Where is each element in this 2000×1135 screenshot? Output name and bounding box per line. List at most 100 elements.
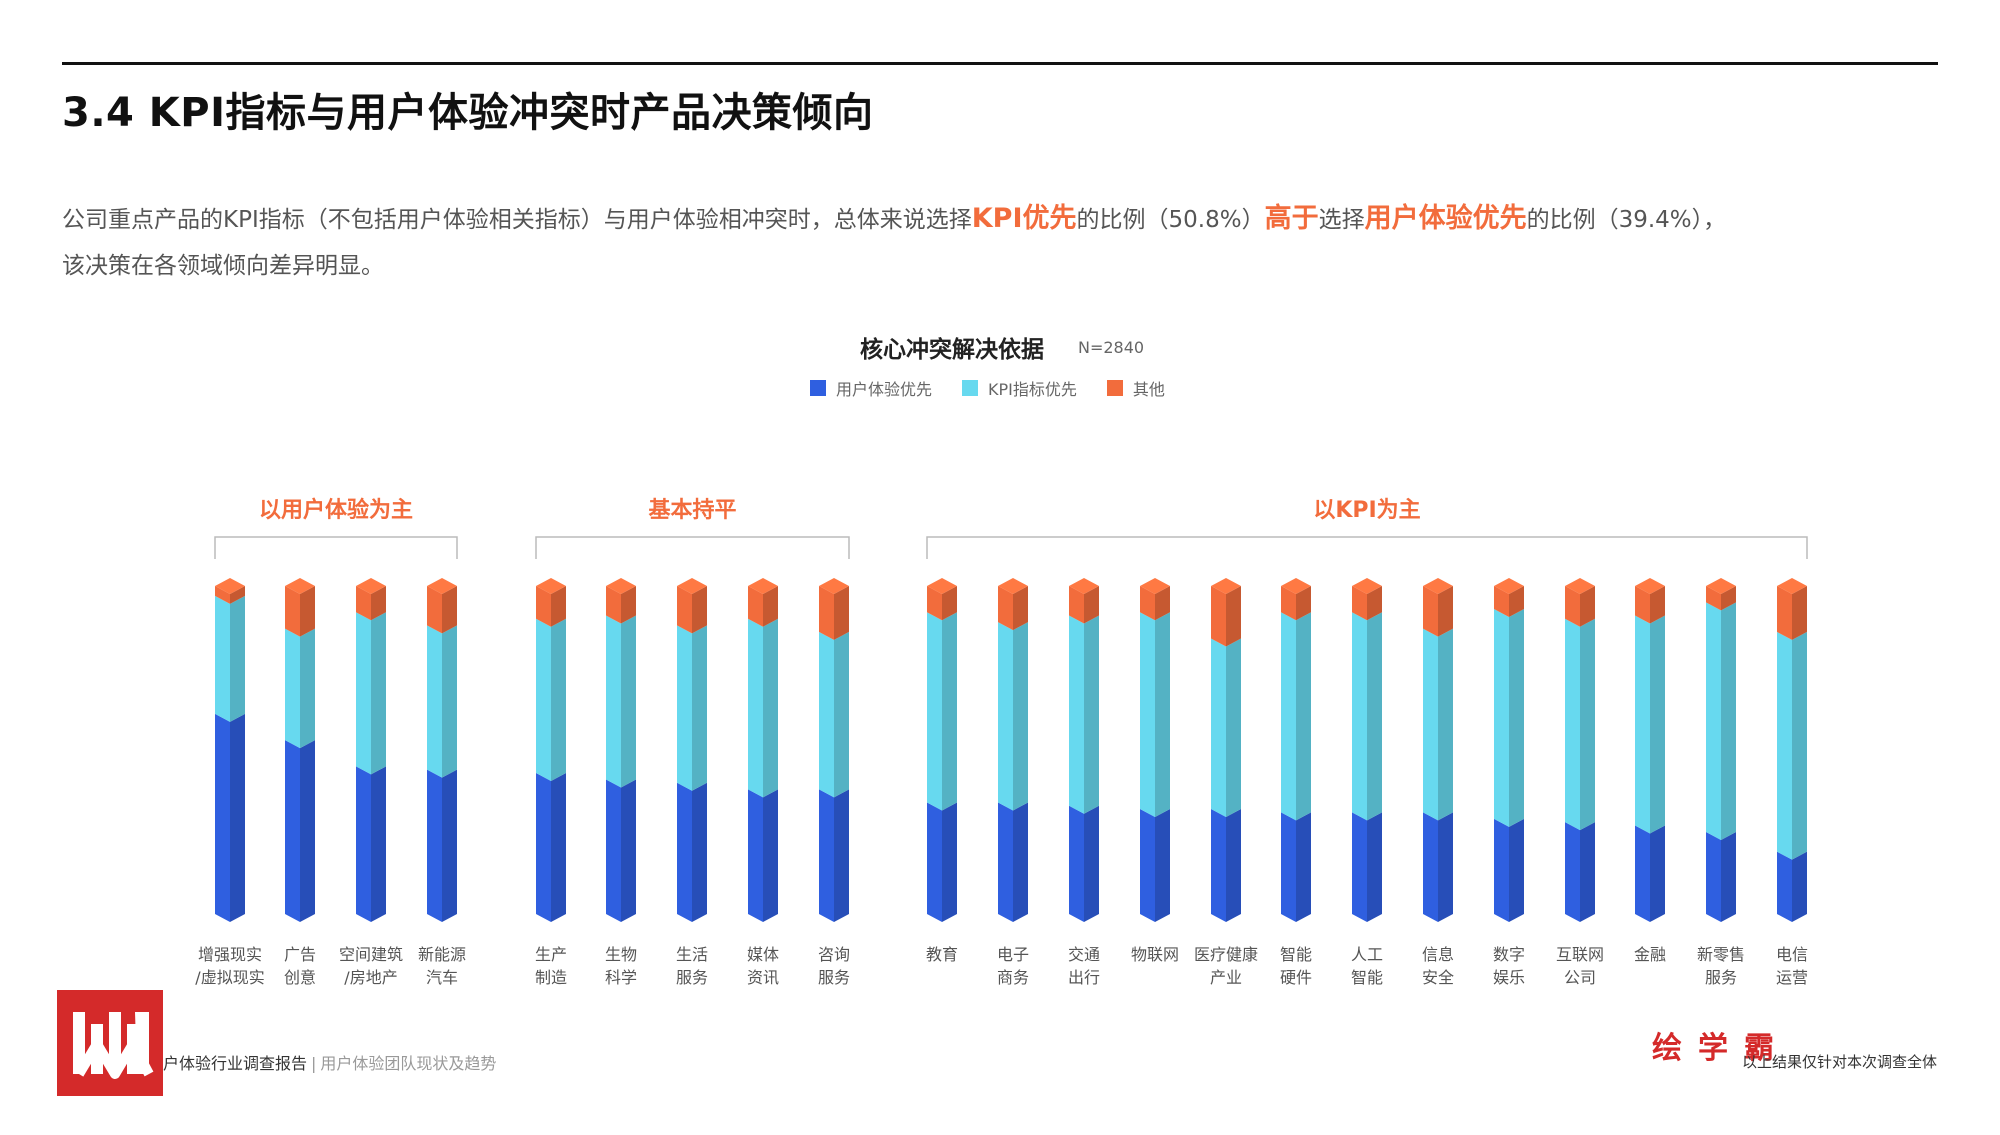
bar-15-top-cap bbox=[1352, 578, 1382, 594]
bar-16-kpi-left bbox=[1423, 628, 1438, 821]
x-tick-label-14-1: 硬件 bbox=[1280, 968, 1312, 987]
bar-14-kpi-right bbox=[1296, 612, 1311, 821]
bar-11-other-right bbox=[1084, 586, 1099, 624]
bar-5-top-cap bbox=[606, 578, 636, 594]
bar-0-other-left bbox=[215, 586, 230, 604]
bar-14-ux-left bbox=[1281, 812, 1296, 922]
bar-12-ux-left bbox=[1140, 809, 1155, 922]
logo-w-icon bbox=[73, 1012, 154, 1079]
bar-11-kpi-right bbox=[1084, 615, 1099, 814]
bar-7-top-cap bbox=[748, 578, 778, 594]
bar-11-top-cap bbox=[1069, 578, 1099, 594]
bar-0-ux-left bbox=[215, 713, 230, 922]
x-tick-label-10-1: 商务 bbox=[997, 968, 1029, 987]
bar-3-other-left bbox=[427, 586, 442, 634]
bar-9-ux-right bbox=[942, 802, 957, 922]
bar-21-ux-right bbox=[1792, 851, 1807, 922]
footer-note: 以上结果仅针对本次调查全体 bbox=[1741, 1053, 1937, 1071]
bar-5-kpi-right bbox=[621, 615, 636, 788]
bar-8-other-left bbox=[819, 586, 834, 640]
bar-7-other-left bbox=[748, 586, 763, 627]
bar-17-ux-right bbox=[1509, 818, 1524, 922]
x-tick-label-19-0: 金融 bbox=[1634, 945, 1666, 964]
x-tick-label-4-1: 制造 bbox=[535, 968, 567, 987]
bar-15-other-right bbox=[1367, 586, 1382, 621]
x-tick-label-21-0: 电信 bbox=[1776, 945, 1808, 964]
bar-6-ux-left bbox=[677, 782, 692, 922]
bar-5-kpi-left bbox=[606, 615, 621, 788]
bar-20-other-left bbox=[1706, 586, 1721, 611]
bar-15-kpi-left bbox=[1352, 612, 1367, 821]
bar-13-top-cap bbox=[1211, 578, 1241, 594]
bar-18-other-left bbox=[1565, 586, 1580, 627]
bar-17-kpi-right bbox=[1509, 608, 1524, 827]
legend-swatch-ux bbox=[810, 380, 826, 396]
brand-watermark: 绘学霸 bbox=[1652, 1031, 1790, 1066]
bar-19-ux-left bbox=[1635, 825, 1650, 922]
x-tick-label-18-1: 公司 bbox=[1564, 968, 1596, 987]
bar-15-other-left bbox=[1352, 586, 1367, 621]
bar-6-kpi-right bbox=[692, 625, 707, 791]
x-tick-label-8-1: 服务 bbox=[818, 968, 850, 987]
bar-8-kpi-left bbox=[819, 631, 834, 798]
legend-label-other: 其他 bbox=[1132, 380, 1165, 399]
group-label-2: 以KPI为主 bbox=[1313, 498, 1420, 523]
bar-0-other-right bbox=[230, 586, 245, 604]
bar-1-ux-left bbox=[285, 740, 300, 922]
bar-7-ux-left bbox=[748, 789, 763, 922]
bar-0-top-cap bbox=[215, 578, 245, 594]
x-tick-label-0-1: /虚拟现实 bbox=[195, 968, 264, 987]
footer-subtitle: 用户体验团队现状及趋势 bbox=[320, 1054, 497, 1073]
bar-19-other-right bbox=[1650, 586, 1665, 624]
bar-14-other-left bbox=[1281, 586, 1296, 621]
legend-item-ux: 用户体验优先 bbox=[810, 376, 932, 400]
bar-2-top-cap bbox=[356, 578, 386, 594]
footer-report-title: 户体验行业调查报告 bbox=[163, 1054, 308, 1073]
bar-10-kpi-right bbox=[1013, 622, 1028, 811]
legend-item-kpi: KPI指标优先 bbox=[962, 376, 1077, 400]
bar-10-top-cap bbox=[998, 578, 1028, 594]
bar-14-other-right bbox=[1296, 586, 1311, 621]
bar-11-ux-right bbox=[1084, 805, 1099, 922]
bar-12-kpi-right bbox=[1155, 612, 1170, 818]
intro-kpi-first: KPI优先 bbox=[971, 203, 1077, 234]
bar-18-kpi-left bbox=[1565, 618, 1580, 831]
x-tick-label-5-0: 生物 bbox=[605, 945, 637, 964]
x-tick-label-15-0: 人工 bbox=[1351, 945, 1383, 964]
top-rule bbox=[62, 62, 1938, 65]
bar-7-kpi-right bbox=[763, 618, 778, 798]
x-tick-label-13-0: 医疗健康 bbox=[1194, 945, 1258, 964]
intro-part4: 的比例（39.4%）， bbox=[1526, 207, 1727, 233]
bar-6-ux-right bbox=[692, 782, 707, 922]
footer-report: 户体验行业调查报告 | 用户体验团队现状及趋势 bbox=[163, 1050, 496, 1074]
bar-11-ux-left bbox=[1069, 805, 1084, 922]
x-tick-label-1-1: 创意 bbox=[284, 968, 316, 987]
bar-9-other-left bbox=[927, 586, 942, 621]
bar-14-top-cap bbox=[1281, 578, 1311, 594]
bar-9-kpi-left bbox=[927, 612, 942, 811]
bar-16-ux-left bbox=[1423, 812, 1438, 922]
x-tick-label-11-1: 出行 bbox=[1068, 968, 1100, 987]
bar-9-ux-left bbox=[927, 802, 942, 922]
bar-2-other-right bbox=[371, 586, 386, 621]
x-tick-label-6-0: 生活 bbox=[676, 945, 708, 964]
bar-6-other-right bbox=[692, 586, 707, 634]
intro-part2: 的比例（50.8%） bbox=[1076, 207, 1265, 233]
bar-21-ux-left bbox=[1777, 851, 1792, 922]
bar-9-top-cap bbox=[927, 578, 957, 594]
x-tick-label-18-0: 互联网 bbox=[1556, 945, 1604, 964]
x-tick-label-1-0: 广告 bbox=[284, 945, 316, 964]
bar-16-other-right bbox=[1438, 586, 1453, 637]
x-tick-label-21-1: 运营 bbox=[1776, 968, 1808, 987]
x-tick-label-0-0: 增强现实 bbox=[198, 945, 262, 964]
bar-17-other-right bbox=[1509, 586, 1524, 617]
intro-line2: 该决策在各领域倾向差异明显。 bbox=[62, 253, 384, 279]
chart-title: 核心冲突解决依据 bbox=[860, 337, 1044, 363]
bar-20-kpi-right bbox=[1721, 602, 1736, 840]
legend-swatch-kpi bbox=[962, 380, 979, 396]
intro-part1: 公司重点产品的KPI指标（不包括用户体验相关指标）与用户体验相冲突时，总体来说选… bbox=[62, 207, 972, 233]
intro-ux-first: 用户体验优先 bbox=[1364, 203, 1527, 234]
bar-0-kpi-left bbox=[215, 595, 230, 722]
bar-3-other-right bbox=[442, 586, 457, 634]
